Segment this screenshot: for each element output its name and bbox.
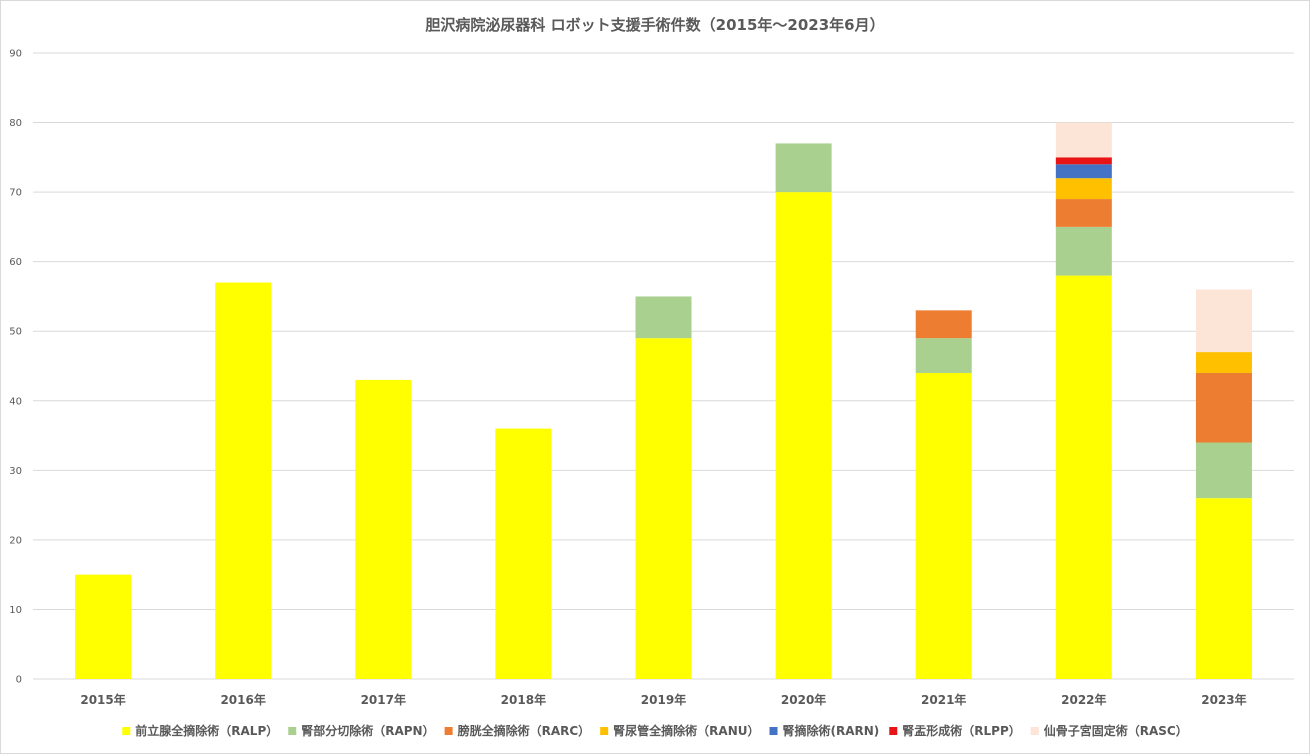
bar-segment-2-0 — [355, 379, 412, 679]
legend-label: 腎盂形成術（RLPP） — [902, 723, 1020, 738]
bar-segment-6-1 — [915, 338, 972, 373]
bar-segment-7-3 — [1055, 178, 1112, 200]
legend-label: 仙骨子宮固定術（RASC） — [1044, 723, 1188, 738]
x-tick-label: 2023年 — [1201, 692, 1246, 707]
bar-segment-0-0 — [75, 574, 132, 679]
bar-segment-3-0 — [495, 428, 552, 679]
bar-segment-6-2 — [915, 310, 972, 339]
x-tick-label: 2018年 — [501, 692, 546, 707]
bar-segment-8-3 — [1195, 352, 1252, 373]
x-tick-label: 2017年 — [361, 692, 406, 707]
y-tick-label: 60 — [9, 257, 22, 268]
legend-swatch — [122, 727, 131, 735]
bar-segment-1-0 — [215, 282, 272, 679]
legend-label: 腎摘除術(RARN) — [782, 723, 879, 738]
x-tick-label: 2016年 — [220, 692, 265, 707]
legend-swatch — [1030, 727, 1039, 735]
bar-segment-7-5 — [1055, 157, 1112, 165]
bar-segment-7-6 — [1055, 122, 1112, 158]
legend-swatch — [288, 727, 297, 735]
legend-swatch — [444, 727, 453, 735]
legend-swatch — [600, 727, 609, 735]
bar-segment-6-0 — [915, 372, 972, 679]
bar-segment-4-0 — [635, 338, 692, 679]
chart-title: 胆沢病院泌尿器科 ロボット支援手術件数（2015年～2023年6月） — [425, 16, 884, 34]
x-tick-label: 2019年 — [641, 692, 686, 707]
legend-label: 前立腺全摘除術（RALP） — [135, 723, 278, 738]
legend-swatch — [769, 727, 778, 735]
y-tick-label: 50 — [9, 327, 22, 338]
legend-label: 膀胱全摘除術（RARC） — [457, 723, 591, 738]
y-tick-label: 80 — [9, 118, 22, 129]
y-tick-label: 30 — [9, 466, 22, 477]
bar-segment-8-0 — [1195, 498, 1252, 679]
y-tick-label: 0 — [16, 675, 22, 686]
bar-segment-7-0 — [1055, 275, 1112, 679]
bar-segment-8-2 — [1195, 372, 1252, 443]
y-tick-label: 70 — [9, 188, 22, 199]
x-tick-label: 2015年 — [80, 692, 125, 707]
x-tick-label: 2020年 — [781, 692, 826, 707]
bar-segment-8-6 — [1195, 289, 1252, 353]
bar-segment-4-1 — [635, 296, 692, 339]
bar-segment-5-0 — [775, 192, 832, 679]
y-tick-label: 90 — [9, 49, 22, 60]
bar-segment-7-4 — [1055, 164, 1112, 179]
x-tick-label: 2021年 — [921, 692, 966, 707]
bar-segment-7-2 — [1055, 199, 1112, 227]
legend-label: 腎尿管全摘除術（RANU） — [613, 723, 759, 738]
bar-segment-8-1 — [1195, 442, 1252, 499]
legend-label: 腎部分切除術（RAPN） — [301, 723, 434, 738]
legend-swatch — [889, 727, 898, 735]
x-tick-label: 2022年 — [1061, 692, 1106, 707]
y-tick-label: 40 — [9, 396, 22, 407]
bar-segment-7-1 — [1055, 226, 1112, 276]
y-tick-label: 10 — [9, 605, 22, 616]
y-tick-label: 20 — [9, 535, 22, 546]
bar-segment-5-1 — [775, 143, 832, 193]
